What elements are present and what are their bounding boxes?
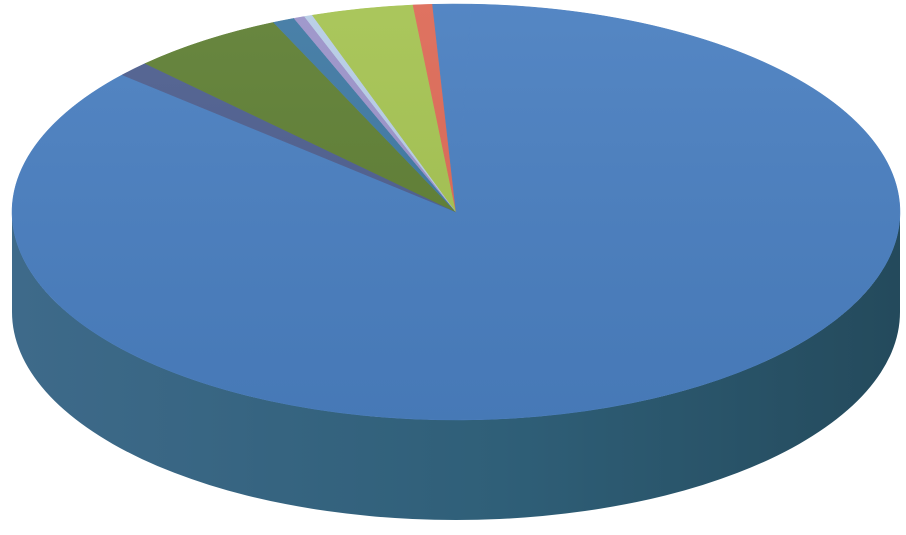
pie-top-sheen <box>12 4 900 420</box>
pie-side-wall <box>12 212 900 520</box>
pie-top-face <box>11 3 901 421</box>
pie-side-wall-shape <box>12 212 900 520</box>
